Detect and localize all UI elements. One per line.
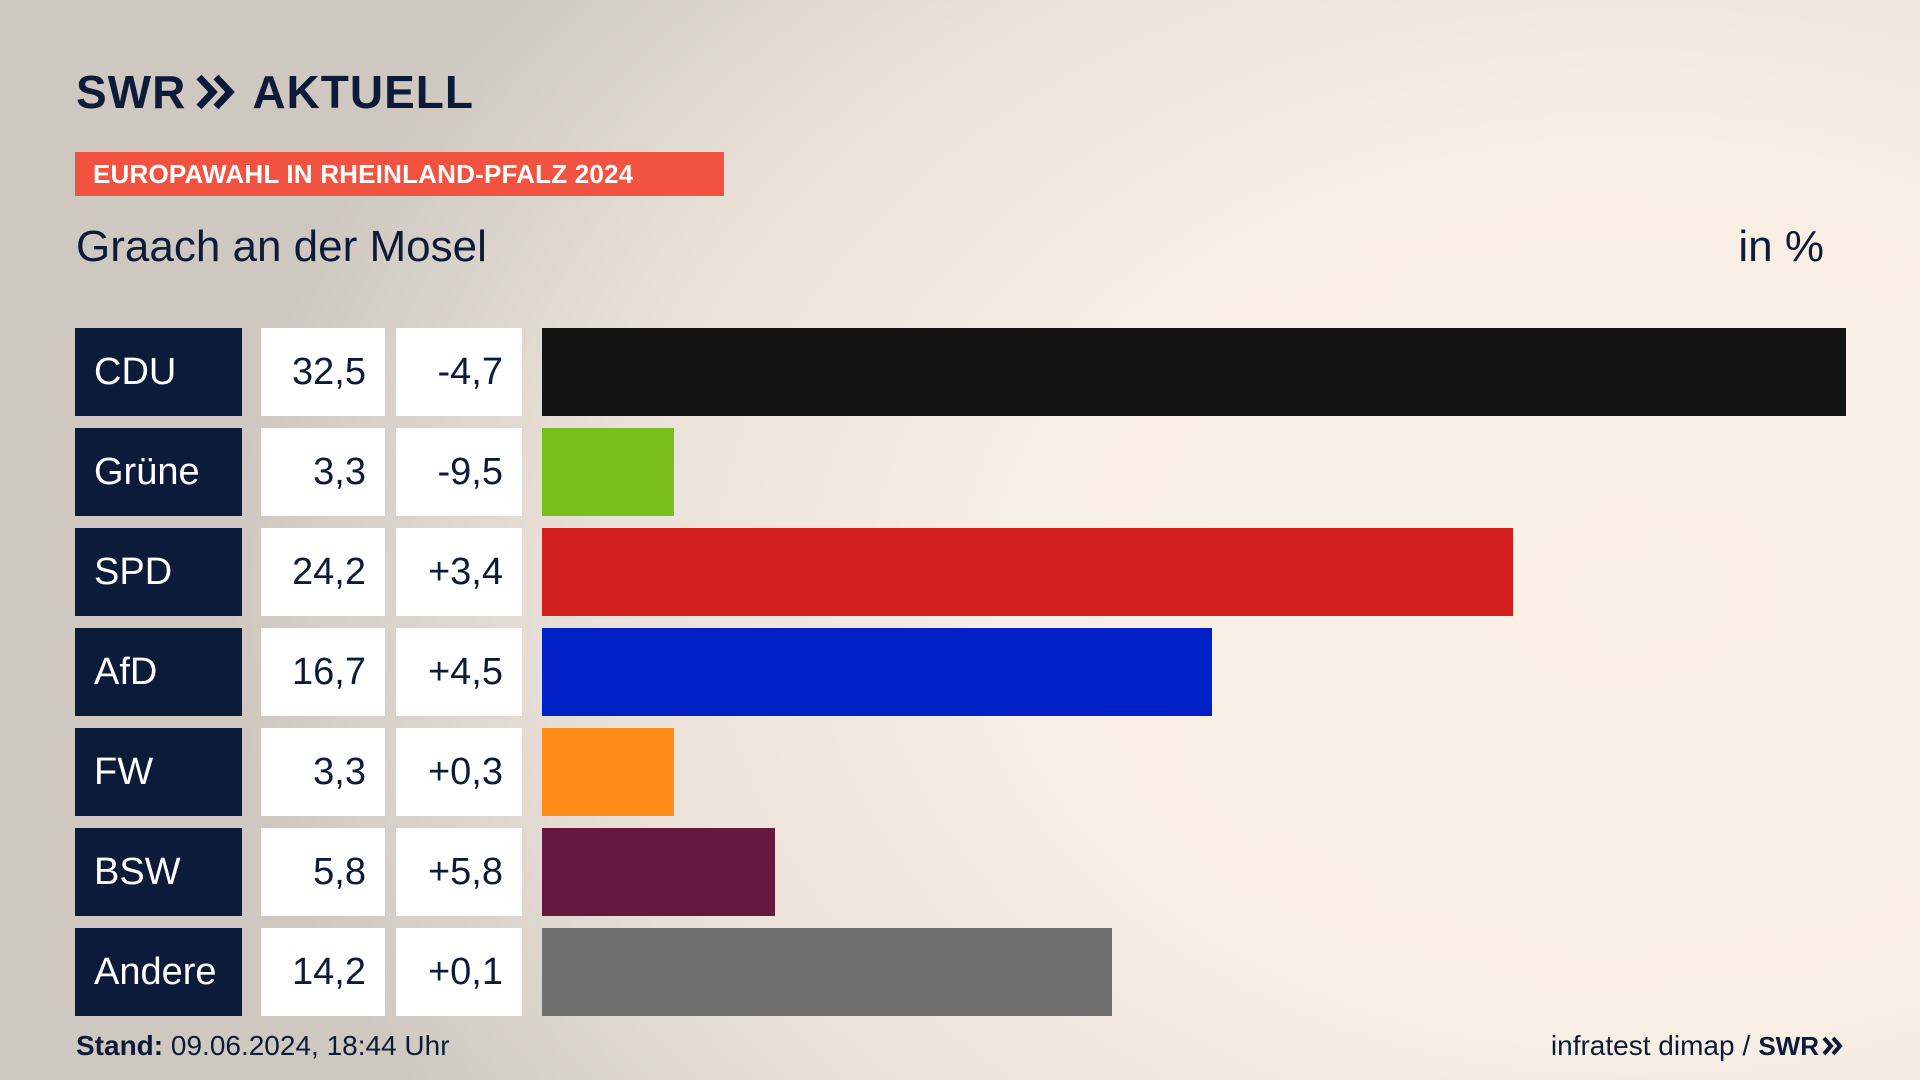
vote-share-bar bbox=[542, 628, 1212, 716]
result-row: Grüne 3,3 -9,5 bbox=[75, 428, 1846, 516]
vote-share-bar bbox=[542, 828, 775, 916]
source-credit: infratest dimap / SWR bbox=[1551, 1030, 1844, 1062]
change-label: +0,1 bbox=[396, 928, 522, 1016]
swr-aktuell-logo: SWR AKTUELL bbox=[76, 66, 474, 118]
source-name: infratest dimap bbox=[1550, 1030, 1735, 1061]
vote-share-label: 14,2 bbox=[261, 928, 385, 1016]
vote-share-bar bbox=[542, 728, 674, 816]
result-row: Andere 14,2 +0,1 bbox=[75, 928, 1846, 1016]
double-chevron-small-icon bbox=[1822, 1036, 1843, 1056]
double-chevron-icon bbox=[196, 74, 236, 110]
party-label: SPD bbox=[75, 528, 242, 616]
party-label: AfD bbox=[75, 628, 242, 716]
change-label: +4,5 bbox=[396, 628, 522, 716]
vote-share-label: 3,3 bbox=[261, 428, 385, 516]
unit-label: in % bbox=[1738, 222, 1824, 271]
swr-mini-logo: SWR bbox=[1758, 1031, 1844, 1062]
swr-wordmark: SWR bbox=[76, 66, 187, 118]
result-row: AfD 16,7 +4,5 bbox=[75, 628, 1846, 716]
vote-share-bar bbox=[542, 928, 1112, 1016]
vote-share-bar bbox=[542, 528, 1513, 616]
change-label: +3,4 bbox=[396, 528, 522, 616]
vote-share-label: 3,3 bbox=[261, 728, 385, 816]
vote-share-label: 16,7 bbox=[261, 628, 385, 716]
vote-share-label: 32,5 bbox=[261, 328, 385, 416]
swr-mini-wordmark: SWR bbox=[1758, 1030, 1819, 1061]
party-label: BSW bbox=[75, 828, 242, 916]
stand-label: Stand: bbox=[76, 1030, 164, 1061]
vote-share-label: 24,2 bbox=[261, 528, 385, 616]
party-label: Grüne bbox=[75, 428, 242, 516]
vote-share-bar bbox=[542, 428, 674, 516]
vote-share-label: 5,8 bbox=[261, 828, 385, 916]
result-row: CDU 32,5 -4,7 bbox=[75, 328, 1846, 416]
election-banner: EUROPAWAHL IN RHEINLAND-PFALZ 2024 bbox=[75, 152, 724, 196]
change-label: -4,7 bbox=[396, 328, 522, 416]
result-row: SPD 24,2 +3,4 bbox=[75, 528, 1846, 616]
party-label: CDU bbox=[75, 328, 242, 416]
change-label: +0,3 bbox=[396, 728, 522, 816]
source-separator: / bbox=[1742, 1030, 1751, 1061]
change-label: -9,5 bbox=[396, 428, 522, 516]
party-label: FW bbox=[75, 728, 242, 816]
vote-share-bar bbox=[542, 328, 1846, 416]
result-row: BSW 5,8 +5,8 bbox=[75, 828, 1846, 916]
party-label: Andere bbox=[75, 928, 242, 1016]
stand-value: 09.06.2024, 18:44 Uhr bbox=[170, 1030, 450, 1061]
change-label: +5,8 bbox=[396, 828, 522, 916]
aktuell-wordmark: AKTUELL bbox=[252, 66, 474, 118]
municipality-title: Graach an der Mosel bbox=[76, 222, 487, 271]
timestamp: Stand: 09.06.2024, 18:44 Uhr bbox=[76, 1030, 450, 1062]
result-row: FW 3,3 +0,3 bbox=[75, 728, 1846, 816]
